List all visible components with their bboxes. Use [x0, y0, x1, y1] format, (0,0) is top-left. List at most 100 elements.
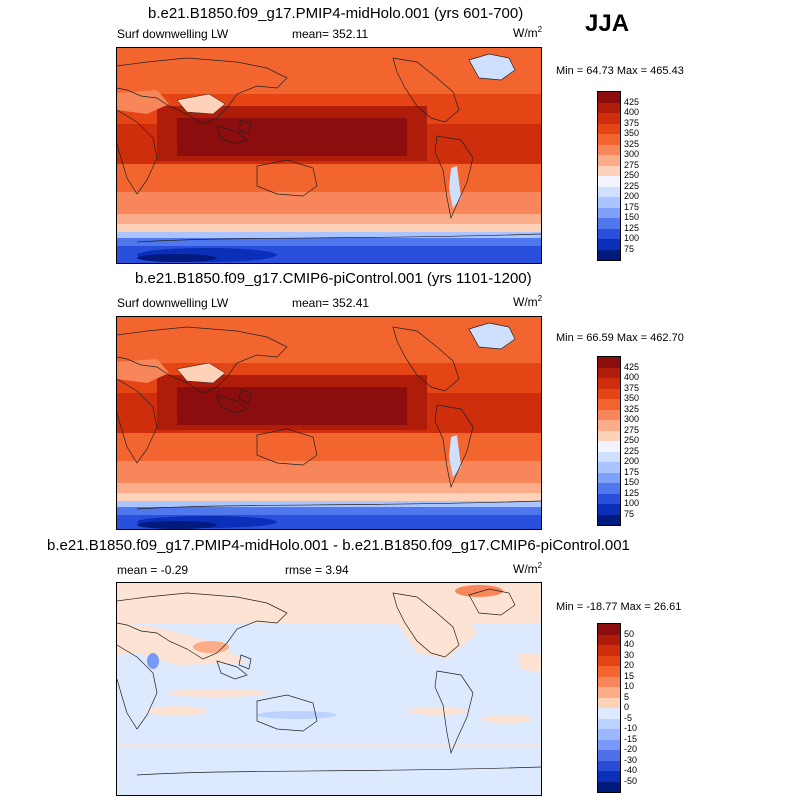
colorbar-tick-label: 125 — [624, 222, 640, 233]
colorbar-tick-label: 150 — [624, 477, 640, 487]
colorbar-segment — [598, 186, 620, 197]
panel-2-map-field — [117, 317, 541, 529]
colorbar-segment — [598, 409, 620, 420]
colorbar-segment — [598, 504, 620, 515]
colorbar-tick-label: 425 — [624, 361, 640, 372]
season-label: JJA — [585, 10, 630, 37]
colorbar-tick-label: -50 — [624, 775, 638, 786]
colorbar-segment — [598, 472, 620, 483]
colorbar-tick-label: 375 — [624, 382, 640, 393]
colorbar-tick-label: 400 — [624, 107, 640, 117]
panel-1-units: W/m2 — [513, 25, 543, 40]
colorbar-segment — [598, 144, 620, 155]
colorbar-tick-label: 275 — [624, 159, 640, 170]
colorbar-tick-label: 200 — [624, 456, 640, 466]
colorbar-tick-label: 350 — [624, 393, 640, 403]
panel-2-map — [116, 316, 542, 530]
colorbar-segment — [598, 113, 620, 124]
colorbar-tick-label: 200 — [624, 191, 640, 201]
colorbar-tick-label: 40 — [624, 639, 635, 649]
colorbar-segment — [598, 708, 620, 719]
colorbar-tick-label: -40 — [624, 765, 638, 775]
colorbar-tick-label: 350 — [624, 128, 640, 138]
colorbar-tick-label: 5 — [624, 691, 630, 702]
colorbar-segment — [598, 420, 620, 431]
colorbar-segment — [598, 228, 620, 239]
colorbar-tick-label: 175 — [624, 466, 640, 477]
colorbar-segment — [598, 357, 620, 368]
colorbar-segment — [598, 634, 620, 645]
colorbar-segment — [598, 687, 620, 698]
colorbar-segment — [598, 441, 620, 452]
colorbar-segment — [598, 92, 620, 103]
panel-3-map — [116, 582, 542, 796]
panel-3-colorbar — [597, 623, 621, 793]
colorbar-segment — [598, 123, 620, 134]
colorbar-tick-label: 250 — [624, 170, 640, 180]
colorbar-segment — [598, 697, 620, 708]
colorbar-segment — [598, 655, 620, 666]
colorbar-tick-label: 30 — [624, 649, 635, 660]
panel-1-minmax: Min = 64.73 Max = 465.43 — [556, 65, 684, 77]
colorbar-tick-label: 0 — [624, 702, 630, 712]
colorbar-tick-label: 15 — [624, 670, 635, 681]
colorbar-segment — [598, 378, 620, 389]
colorbar-tick-label: -15 — [624, 733, 638, 744]
colorbar-tick-label: 425 — [624, 96, 640, 107]
colorbar-segment — [598, 493, 620, 504]
colorbar-segment — [598, 645, 620, 656]
colorbar-segment — [598, 207, 620, 218]
panel-3-minmax: Min = -18.77 Max = 26.61 — [556, 601, 682, 613]
colorbar-segment — [598, 367, 620, 378]
panel-1-colorbar — [597, 91, 621, 261]
panel-3-title: b.e21.B1850.f09_g17.PMIP4-midHolo.001 - … — [47, 537, 630, 554]
colorbar-tick-label: -5 — [624, 712, 633, 723]
panel-2-colorbar — [597, 356, 621, 526]
colorbar-tick-label: 250 — [624, 435, 640, 445]
colorbar-segment — [598, 483, 620, 494]
colorbar-segment — [598, 771, 620, 782]
colorbar-segment — [598, 239, 620, 250]
panel-1-mean-label: mean= 352.11 — [292, 27, 369, 41]
colorbar-segment — [598, 451, 620, 462]
colorbar-tick-label: 300 — [624, 414, 640, 424]
colorbar-segment — [598, 155, 620, 166]
colorbar-tick-label: 300 — [624, 149, 640, 159]
colorbar-tick-label: 375 — [624, 117, 640, 128]
colorbar-tick-label: 225 — [624, 180, 640, 191]
colorbar-segment — [598, 676, 620, 687]
colorbar-tick-label: 125 — [624, 487, 640, 498]
colorbar-tick-label: 325 — [624, 138, 640, 149]
colorbar-segment — [598, 102, 620, 113]
colorbar-tick-label: 175 — [624, 201, 640, 212]
colorbar-tick-label: 75 — [624, 508, 635, 519]
colorbar-tick-label: 20 — [624, 660, 635, 670]
colorbar-tick-label: 150 — [624, 212, 640, 222]
colorbar-segment — [598, 249, 620, 260]
colorbar-segment — [598, 165, 620, 176]
colorbar-tick-label: -30 — [624, 754, 638, 765]
panel-2-title: b.e21.B1850.f09_g17.CMIP6-piControl.001 … — [135, 270, 532, 287]
panel-3-rmse-label: rmse = 3.94 — [285, 563, 349, 577]
colorbar-segment — [598, 666, 620, 677]
colorbar-segment — [598, 781, 620, 792]
colorbar-segment — [598, 624, 620, 635]
colorbar-tick-label: 50 — [624, 628, 635, 639]
colorbar-segment — [598, 718, 620, 729]
colorbar-tick-label: 400 — [624, 372, 640, 382]
colorbar-segment — [598, 729, 620, 740]
colorbar-tick-label: 225 — [624, 445, 640, 456]
colorbar-segment — [598, 388, 620, 399]
colorbar-segment — [598, 134, 620, 145]
panel-1-title: b.e21.B1850.f09_g17.PMIP4-midHolo.001 (y… — [148, 5, 524, 22]
colorbar-segment — [598, 514, 620, 525]
panel-3-map-field — [117, 583, 541, 795]
colorbar-tick-label: 100 — [624, 498, 640, 508]
colorbar-tick-label: -20 — [624, 744, 638, 754]
panel-1-variable-label: Surf downwelling LW — [117, 27, 229, 41]
colorbar-segment — [598, 176, 620, 187]
panel-2-variable-label: Surf downwelling LW — [117, 296, 229, 310]
colorbar-segment — [598, 197, 620, 208]
colorbar-segment — [598, 760, 620, 771]
panel-1-map — [116, 47, 542, 264]
